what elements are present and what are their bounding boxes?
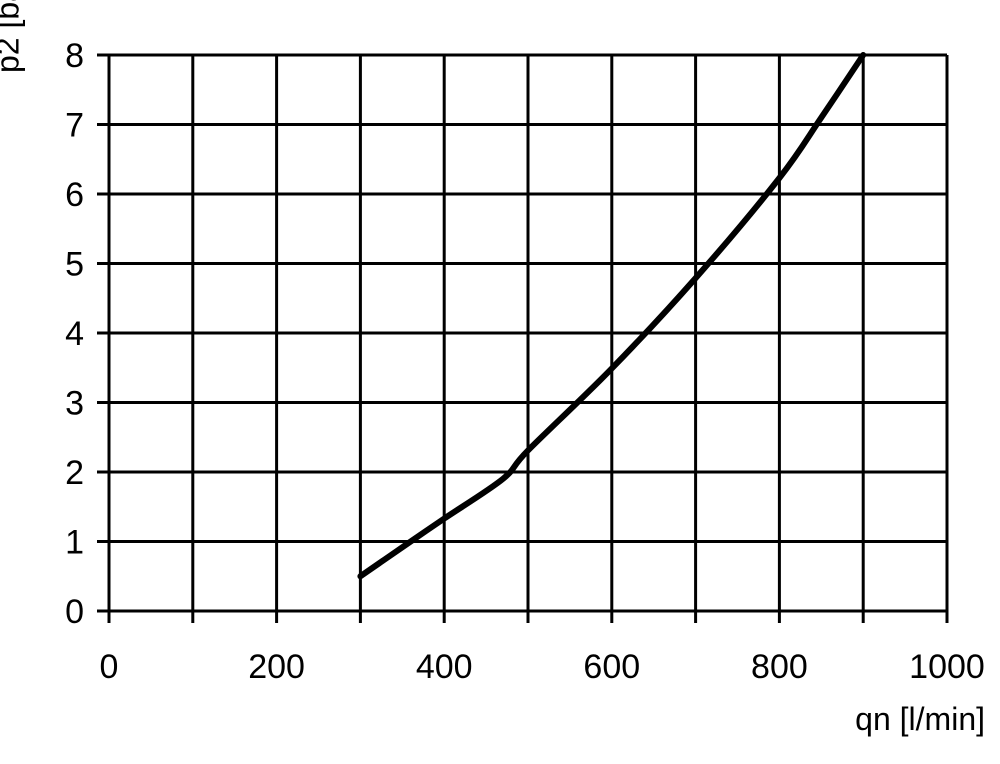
y-tick-label: 6: [65, 176, 84, 214]
y-tick-label: 8: [65, 37, 84, 75]
y-tick-label: 3: [65, 385, 84, 423]
x-tick-label: 0: [100, 648, 119, 686]
y-tick-label: 5: [65, 246, 84, 284]
x-tick-label: 800: [751, 648, 808, 686]
x-axis-label: qn [l/min]: [855, 701, 985, 737]
x-tick-label: 600: [583, 648, 640, 686]
y-tick-label: 0: [65, 593, 84, 631]
x-tick-label: 1000: [909, 648, 985, 686]
x-tick-labels: 0 200 400 600 800 1000: [100, 648, 985, 686]
grid: [97, 53, 949, 623]
y-axis-label: p2 [bar]: [0, 0, 26, 73]
pressure-flow-curve: [357, 52, 867, 580]
y-tick-label: 4: [65, 315, 84, 353]
y-tick-label: 2: [65, 454, 84, 492]
series-group: [357, 52, 867, 580]
x-tick-label: 200: [248, 648, 305, 686]
y-tick-label: 7: [65, 107, 84, 145]
y-tick-label: 1: [65, 524, 84, 562]
y-tick-labels: 0 1 2 3 4 5 6 7 8: [65, 37, 84, 631]
x-tick-label: 400: [416, 648, 473, 686]
